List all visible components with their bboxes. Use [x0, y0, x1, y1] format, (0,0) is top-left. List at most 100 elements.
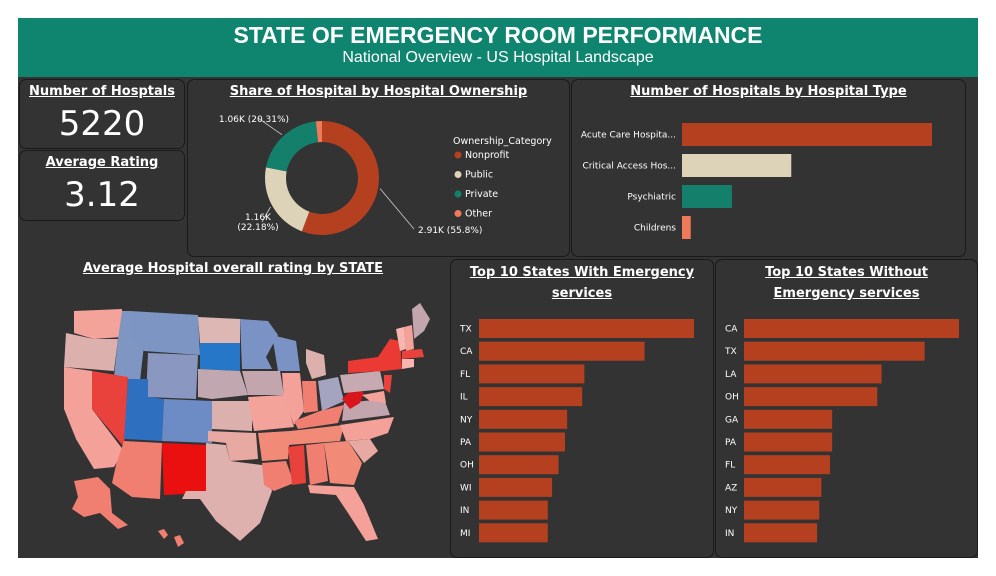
map-panel[interactable]: Average Hospital overall rating by STATE — [18, 259, 448, 558]
hospital-type-bar-chart: Acute Care Hospita... Critical Access Hos… — [581, 123, 932, 239]
kpi-label-rating: Average Rating — [45, 155, 159, 170]
map-state-mo[interactable] — [248, 395, 294, 431]
map-state-md[interactable] — [362, 391, 386, 403]
map-state-tn[interactable] — [288, 425, 344, 445]
map-state-nc[interactable] — [340, 417, 394, 441]
map-state-id[interactable] — [114, 311, 144, 381]
map-state-wy[interactable] — [146, 353, 198, 399]
without-er-bar — [744, 409, 833, 429]
map-state-ca[interactable] — [64, 367, 124, 469]
map-state-vt[interactable] — [396, 327, 406, 351]
map-state-oh[interactable] — [318, 377, 344, 411]
map-state-mt[interactable] — [130, 311, 200, 355]
with-er-bar — [479, 523, 548, 543]
donut-data-label: 1.06K (20.31%) — [219, 115, 289, 125]
map-state-hi[interactable] — [158, 529, 168, 539]
map-state-wi[interactable] — [272, 335, 300, 371]
map-state-nh[interactable] — [404, 325, 414, 351]
map-state-ut[interactable] — [124, 379, 164, 441]
with-er-bar — [479, 432, 565, 452]
map-state-co[interactable] — [162, 399, 212, 443]
map-state-la[interactable] — [262, 461, 294, 491]
map-state-ak[interactable] — [72, 477, 128, 529]
dashboard-header: STATE OF EMERGENCY ROOM PERFORMANCE Nati… — [18, 18, 978, 77]
donut-legend-marker — [454, 171, 462, 178]
without-er-bar — [744, 523, 818, 543]
hospital-type-bar — [682, 185, 732, 208]
map-state-or[interactable] — [64, 333, 118, 371]
hospital-type-card[interactable]: Number of Hospitals by Hospital Type Acu… — [571, 79, 966, 257]
ownership-card[interactable]: Share of Hospital by Hospital Ownership … — [187, 79, 570, 257]
donut-legend-marker — [454, 190, 462, 198]
ownership-chart-title: Share of Hospital by Hospital Ownership — [229, 84, 528, 99]
map-state-ny[interactable] — [348, 339, 402, 373]
donut-legend-item: Other — [465, 209, 492, 220]
map-state-tx[interactable] — [182, 443, 272, 541]
map-state-ia[interactable] — [242, 371, 284, 395]
without-er-bar — [744, 455, 830, 475]
map-state-ma[interactable] — [402, 349, 424, 359]
with-er-bar — [479, 455, 559, 475]
without-er-state-label: FL — [725, 461, 735, 471]
map-state-sd[interactable] — [200, 343, 240, 371]
map-state-ar[interactable] — [258, 431, 290, 461]
map-state-ks[interactable] — [212, 401, 252, 431]
donut-legend-title: Ownership_Category — [453, 136, 552, 147]
map-state-ky[interactable] — [294, 405, 344, 429]
map-state-me[interactable] — [412, 303, 430, 339]
map-state-nv[interactable] — [92, 371, 128, 447]
hospital-type-label: Psychiatric — [627, 193, 676, 203]
hospital-type-chart-title: Number of Hospitals by Hospital Type — [630, 84, 907, 99]
with-er-bar — [479, 341, 645, 361]
map-state-nm[interactable] — [162, 443, 208, 495]
map-state-il[interactable] — [282, 373, 304, 425]
top10-with-er-card[interactable]: Top 10 States With Emergency services TX… — [450, 259, 714, 558]
with-er-state-label: IL — [460, 393, 468, 403]
map-state-wa[interactable] — [74, 309, 122, 339]
kpi-card-hospitals[interactable]: Number of Hosptals 5220 — [19, 79, 185, 149]
hospital-type-bar — [682, 154, 792, 177]
kpi-value-rating: 3.12 — [64, 175, 140, 215]
dashboard-subtitle: National Overview - US Hospital Landscap… — [342, 49, 654, 66]
with-er-bar — [479, 409, 568, 429]
map-state-mi[interactable] — [306, 349, 326, 379]
map-state-wv[interactable] — [342, 387, 364, 409]
map-state-al[interactable] — [306, 443, 328, 485]
donut-slice-nonprofit — [301, 121, 379, 235]
hospital-type-bar — [682, 123, 932, 146]
map-state-az[interactable] — [112, 441, 162, 499]
kpi-label-hospitals: Number of Hosptals — [29, 84, 175, 99]
top10-without-er-card[interactable]: Top 10 States Without Emergency services… — [715, 259, 978, 558]
map-state-ct[interactable] — [402, 359, 414, 369]
top10-without-er-title: Top 10 States Without Emergency services — [765, 265, 928, 301]
map-state-sc[interactable] — [348, 439, 378, 463]
donut-leader-line — [257, 117, 283, 136]
with-er-bar — [479, 319, 694, 338]
map-state-mn[interactable] — [240, 319, 278, 369]
map-state-hi-2[interactable] — [174, 535, 184, 547]
us-state-rating-map[interactable] — [18, 259, 448, 558]
without-er-state-label: LA — [725, 370, 737, 380]
map-state-ga[interactable] — [324, 441, 362, 485]
with-er-bar — [479, 387, 583, 407]
donut-legend-item: Nonprofit — [465, 150, 509, 161]
map-state-ms[interactable] — [288, 445, 306, 485]
map-state-ne[interactable] — [198, 369, 248, 399]
without-er-state-label: GA — [725, 415, 739, 425]
with-er-state-label: MI — [460, 529, 470, 539]
map-state-nj[interactable] — [384, 375, 392, 393]
donut-leader-line — [379, 188, 415, 230]
without-er-state-label: CA — [725, 325, 738, 335]
map-state-nd[interactable] — [198, 317, 240, 343]
hospital-type-label: Critical Access Hos... — [582, 162, 676, 172]
map-state-in[interactable] — [302, 381, 318, 413]
map-state-pa[interactable] — [340, 371, 384, 393]
with-er-state-label: FL — [460, 370, 470, 380]
map-state-ok[interactable] — [208, 431, 258, 461]
map-state-fl[interactable] — [308, 485, 378, 541]
with-er-bar — [479, 500, 548, 520]
map-title: Average Hospital overall rating by STATE — [82, 261, 384, 276]
kpi-card-rating[interactable]: Average Rating 3.12 — [19, 150, 185, 221]
dashboard-canvas: STATE OF EMERGENCY ROOM PERFORMANCE Nati… — [18, 18, 978, 558]
without-er-bar — [744, 341, 925, 361]
